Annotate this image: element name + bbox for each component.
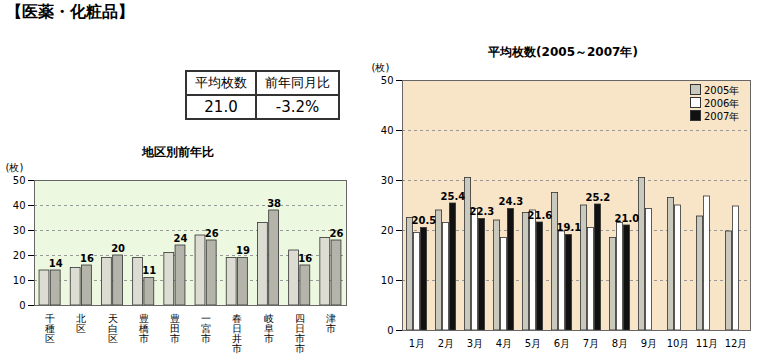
html-text:21.0: 21.0 [204, 98, 238, 116]
svg-text:豊橋市: 豊橋市 [139, 313, 149, 344]
svg-text:19: 19 [236, 245, 250, 256]
svg-text:25.4: 25.4 [441, 191, 466, 202]
svg-text:26: 26 [330, 228, 344, 239]
svg-text:12月: 12月 [725, 338, 748, 349]
svg-text:5月: 5月 [525, 338, 541, 349]
svg-text:10: 10 [13, 275, 26, 286]
svg-text:北区: 北区 [76, 313, 86, 334]
svg-text:8月: 8月 [612, 338, 628, 349]
html-text:地区別前年比: 地区別前年比 [142, 145, 214, 159]
html-text:前年同月比: 前年同月比 [265, 75, 330, 90]
svg-text:20: 20 [111, 243, 125, 254]
svg-text:11: 11 [142, 265, 156, 276]
html-text:-3.2%: -3.2% [275, 98, 320, 116]
html-text:【医薬・化粧品】: 【医薬・化粧品】 [6, 2, 134, 21]
svg-text:24.3: 24.3 [499, 196, 524, 207]
svg-text:津市: 津市 [326, 313, 336, 334]
svg-text:0: 0 [387, 325, 393, 336]
svg-text:38: 38 [267, 198, 281, 209]
svg-text:16: 16 [80, 253, 94, 264]
svg-text:26: 26 [205, 228, 219, 239]
svg-text:3月: 3月 [467, 338, 483, 349]
svg-text:千種区: 千種区 [45, 313, 55, 344]
svg-text:22.3: 22.3 [470, 206, 495, 217]
svg-text:24: 24 [174, 233, 188, 244]
html-text:2005年: 2005年 [704, 85, 740, 96]
svg-text:岐阜市: 岐阜市 [264, 313, 274, 344]
svg-text:16: 16 [298, 253, 312, 264]
svg-text:春日井市: 春日井市 [232, 313, 242, 354]
svg-text:19.1: 19.1 [557, 222, 582, 233]
svg-text:20: 20 [13, 250, 26, 261]
svg-text:40: 40 [13, 200, 26, 211]
html-text:2006年: 2006年 [704, 98, 740, 109]
svg-text:(枚): (枚) [6, 162, 24, 173]
svg-text:天白区: 天白区 [108, 313, 118, 344]
svg-text:7月: 7月 [583, 338, 599, 349]
html-text:平均枚数(2005～2007年): 平均枚数(2005～2007年) [488, 45, 638, 59]
svg-text:10: 10 [381, 275, 394, 286]
html-text:2007年: 2007年 [704, 111, 740, 122]
svg-text:4月: 4月 [496, 338, 512, 349]
svg-text:豊田市: 豊田市 [170, 313, 180, 344]
svg-text:40: 40 [381, 125, 394, 136]
svg-text:1月: 1月 [409, 338, 425, 349]
svg-text:四日市市: 四日市市 [295, 313, 305, 354]
svg-text:2月: 2月 [438, 338, 454, 349]
svg-text:50: 50 [13, 175, 26, 186]
svg-text:(枚): (枚) [372, 62, 390, 73]
svg-text:25.2: 25.2 [586, 192, 611, 203]
svg-text:21.0: 21.0 [615, 213, 640, 224]
svg-text:21.6: 21.6 [528, 210, 553, 221]
svg-text:10月: 10月 [667, 338, 690, 349]
svg-text:20.5: 20.5 [412, 215, 437, 226]
svg-text:30: 30 [381, 175, 394, 186]
svg-text:14: 14 [49, 258, 63, 269]
svg-text:一宮市: 一宮市 [201, 313, 211, 344]
svg-text:30: 30 [13, 225, 26, 236]
svg-text:20: 20 [381, 225, 394, 236]
svg-text:9月: 9月 [641, 338, 657, 349]
svg-text:50: 50 [381, 75, 394, 86]
svg-text:6月: 6月 [554, 338, 570, 349]
svg-text:11月: 11月 [696, 338, 719, 349]
svg-text:0: 0 [19, 300, 25, 311]
html-text:平均枚数: 平均枚数 [195, 75, 247, 90]
